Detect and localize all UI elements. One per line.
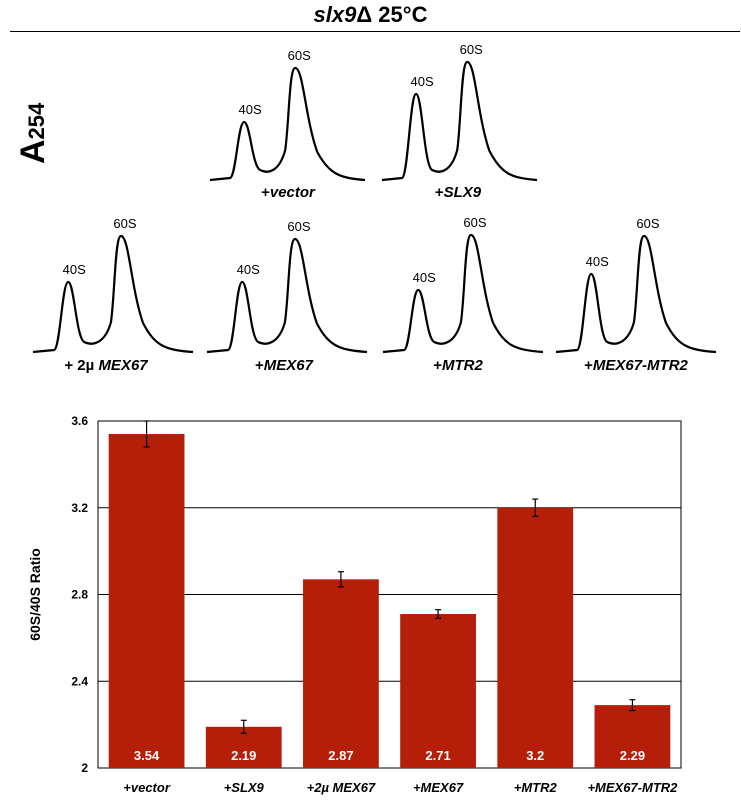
title-gene: slx9 bbox=[313, 2, 357, 27]
figure-title: slx9Δ 25°C bbox=[0, 2, 741, 28]
profile-label: +MTR2 bbox=[433, 357, 483, 374]
profile-label: + 2µ MEX67 bbox=[64, 357, 148, 374]
title-delta: Δ bbox=[356, 2, 373, 27]
bar-value-label: 2.87 bbox=[328, 748, 353, 763]
x-category-label: +2µ MEX67 bbox=[307, 780, 376, 795]
profile-panel-5: 40S 60S +MTR2 bbox=[382, 215, 544, 374]
x-category-label: +vector bbox=[123, 780, 171, 795]
profile-trace bbox=[32, 234, 194, 354]
profile-panel-4: 40S 60S +MEX67 bbox=[206, 219, 368, 374]
profile-panel-6: 40S 60S +MEX67-MTR2 bbox=[555, 216, 717, 374]
bar-value-label: 3.2 bbox=[526, 748, 544, 763]
profile-panel-3: 40S 60S + 2µ MEX67 bbox=[32, 216, 194, 374]
peak-label-60s: 60S bbox=[636, 216, 659, 231]
title-condition: 25°C bbox=[378, 2, 428, 27]
peak-label-60s: 60S bbox=[463, 215, 486, 230]
profile-label: +SLX9 bbox=[435, 184, 482, 201]
profile-label: +MEX67 bbox=[255, 357, 314, 374]
title-rule bbox=[10, 31, 740, 32]
profile-panel-2: 40S 60S +SLX9 bbox=[381, 42, 538, 201]
x-category-label: +SLX9 bbox=[224, 780, 265, 795]
y-axis-label: 60S/40S Ratio bbox=[27, 548, 43, 641]
peak-label-60s: 60S bbox=[288, 48, 311, 63]
bar-value-label: 2.29 bbox=[620, 748, 645, 763]
peak-label-40s: 40S bbox=[63, 262, 86, 277]
y-tick-label: 2.8 bbox=[71, 588, 88, 602]
bar bbox=[303, 579, 379, 768]
y-tick-label: 2 bbox=[81, 761, 88, 775]
polysome-profiles: 40S 60S +vector 40S 60S +SLX9 40S 60S + 2µ MEX67… bbox=[32, 42, 717, 374]
bar-value-label: 2.19 bbox=[231, 748, 256, 763]
peak-label-40s: 40S bbox=[237, 262, 260, 277]
peak-label-40s: 40S bbox=[411, 74, 434, 89]
profile-panel-1: 40S 60S +vector bbox=[209, 48, 366, 201]
peak-label-40s: 40S bbox=[239, 102, 262, 117]
peak-label-60s: 60S bbox=[287, 219, 310, 234]
profile-trace bbox=[555, 234, 717, 354]
y-tick-label: 3.2 bbox=[71, 501, 88, 515]
bar-value-label: 3.54 bbox=[134, 748, 160, 763]
peak-label-40s: 40S bbox=[586, 254, 609, 269]
y-tick-label: 3.6 bbox=[71, 414, 88, 428]
peak-label-60s: 60S bbox=[113, 216, 136, 231]
bar bbox=[400, 614, 476, 768]
profile-label: +vector bbox=[261, 184, 316, 201]
profile-trace bbox=[209, 66, 366, 182]
peak-label-40s: 40S bbox=[413, 270, 436, 285]
x-category-label: +MEX67 bbox=[413, 780, 464, 795]
bar bbox=[594, 705, 671, 768]
profile-label: +MEX67-MTR2 bbox=[584, 357, 688, 374]
peak-label-60s: 60S bbox=[460, 42, 483, 57]
profile-trace bbox=[381, 60, 538, 182]
bar bbox=[497, 507, 574, 768]
profile-trace bbox=[206, 237, 368, 354]
plot-frame bbox=[97, 420, 682, 769]
y-tick-label: 2.4 bbox=[71, 674, 88, 688]
bar-value-label: 2.71 bbox=[425, 748, 450, 763]
profile-trace bbox=[382, 233, 544, 354]
x-category-label: +MTR2 bbox=[514, 780, 558, 795]
x-category-label: +MEX67-MTR2 bbox=[587, 780, 678, 795]
bar bbox=[108, 434, 185, 768]
